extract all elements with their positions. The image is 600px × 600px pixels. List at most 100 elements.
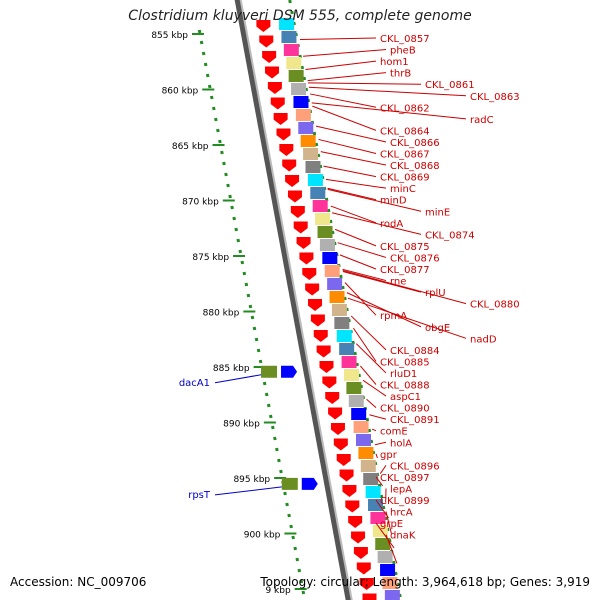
cds-arrow bbox=[339, 469, 354, 482]
gene-label: CKL_0884 bbox=[390, 346, 440, 357]
gene-label: CKL_0877 bbox=[380, 265, 430, 276]
leader-line bbox=[371, 428, 377, 432]
left-feature-box bbox=[281, 477, 298, 490]
gene-label: comE bbox=[380, 427, 408, 438]
gene-label: hrcA bbox=[390, 508, 413, 519]
gene-label: CKL_0861 bbox=[425, 80, 475, 91]
cog-box bbox=[329, 291, 345, 303]
cds-arrow bbox=[282, 159, 297, 172]
cog-box bbox=[310, 187, 326, 199]
gene-label: CKL_0891 bbox=[390, 415, 440, 426]
guide-dot bbox=[381, 505, 386, 510]
ruler-dot bbox=[262, 381, 267, 386]
cds-arrow bbox=[262, 51, 277, 63]
cds-arrow bbox=[270, 97, 285, 110]
leader-line bbox=[342, 269, 467, 305]
leader-line bbox=[342, 268, 387, 282]
leader-line bbox=[305, 60, 377, 71]
cog-box bbox=[348, 395, 364, 407]
leader-line bbox=[342, 271, 422, 293]
cds-arrow bbox=[342, 485, 357, 497]
gene-label: CKL_0857 bbox=[380, 34, 430, 45]
ruler-dot bbox=[222, 161, 226, 166]
leader-line bbox=[369, 414, 387, 420]
leader-line bbox=[312, 105, 377, 131]
leader-line bbox=[379, 465, 387, 474]
cog-box bbox=[319, 239, 335, 251]
guide-dot bbox=[300, 65, 304, 70]
cog-box bbox=[283, 44, 299, 56]
leader-line bbox=[385, 511, 392, 534]
gene-label: CKL_0862 bbox=[380, 103, 430, 114]
guide-dot bbox=[288, 0, 292, 4]
ruler-dot bbox=[201, 51, 206, 56]
ruler-dot bbox=[209, 95, 214, 100]
cds-arrow bbox=[256, 20, 271, 32]
ruler-dot bbox=[232, 216, 236, 221]
cds-arrow bbox=[293, 221, 308, 234]
ruler-dot bbox=[264, 392, 269, 397]
cds-arrow bbox=[273, 113, 288, 125]
cds-arrow bbox=[362, 593, 377, 600]
guide-dot bbox=[367, 428, 372, 433]
cog-box bbox=[324, 265, 340, 277]
leader-line bbox=[362, 379, 387, 397]
gene-label: rplU bbox=[425, 288, 446, 299]
guide-dot bbox=[369, 439, 374, 444]
cog-box bbox=[293, 96, 309, 108]
gene-label: grpE bbox=[380, 519, 403, 530]
guide-dot bbox=[316, 153, 321, 158]
gene-label: CKL_0863 bbox=[470, 92, 520, 103]
cog-box bbox=[353, 421, 369, 433]
gene-label: minC bbox=[390, 184, 416, 195]
cog-box bbox=[377, 551, 393, 563]
guide-dot bbox=[304, 87, 309, 92]
ruler-tick-label: 870 kbp bbox=[182, 198, 219, 208]
cog-box bbox=[322, 252, 338, 264]
leader-line bbox=[325, 178, 387, 189]
cog-box bbox=[315, 213, 331, 225]
backbone-highlight bbox=[239, 0, 353, 600]
cog-box bbox=[288, 70, 304, 82]
cog-box bbox=[375, 538, 391, 550]
cog-box bbox=[279, 18, 295, 30]
gene-label: lepA bbox=[390, 484, 412, 495]
left-leader-line bbox=[214, 374, 262, 384]
left-gene-label: rpsT bbox=[188, 490, 211, 501]
ruler-dot bbox=[248, 304, 253, 309]
leader-line bbox=[318, 138, 377, 154]
cds-arrow bbox=[328, 407, 343, 420]
leader-line bbox=[347, 297, 467, 339]
guide-dot bbox=[357, 373, 361, 378]
cds-arrow bbox=[353, 547, 368, 559]
cds-arrow bbox=[359, 578, 374, 590]
ruler-dot bbox=[218, 139, 222, 144]
cds-arrow bbox=[267, 82, 282, 94]
ruler-dot bbox=[244, 282, 249, 287]
leader-line bbox=[327, 187, 377, 201]
leader-line bbox=[366, 398, 377, 408]
cds-arrow bbox=[330, 423, 345, 435]
gene-label: pheB bbox=[390, 46, 416, 57]
ruler-dot bbox=[228, 194, 232, 199]
leader-line bbox=[355, 343, 387, 374]
gene-label: thrB bbox=[390, 69, 411, 80]
cds-arrow bbox=[305, 283, 320, 296]
leader-line bbox=[311, 102, 467, 120]
cds-arrow bbox=[296, 237, 311, 249]
leader-line bbox=[334, 228, 377, 247]
gene-label: CKL_0866 bbox=[390, 138, 440, 149]
cog-box bbox=[303, 148, 319, 160]
guide-dot bbox=[330, 230, 335, 235]
guide-dot bbox=[365, 417, 370, 422]
ruler-tick-label: 885 kbp bbox=[213, 364, 250, 374]
gene-label: rpmA bbox=[380, 311, 407, 322]
leader-line bbox=[327, 188, 422, 212]
guide-dot bbox=[290, 10, 294, 15]
ruler-dot bbox=[216, 128, 220, 133]
cds-arrow bbox=[287, 190, 302, 203]
leader-line bbox=[374, 441, 387, 446]
ruler-dot bbox=[287, 513, 291, 518]
gene-label: CKL_0869 bbox=[380, 173, 430, 184]
